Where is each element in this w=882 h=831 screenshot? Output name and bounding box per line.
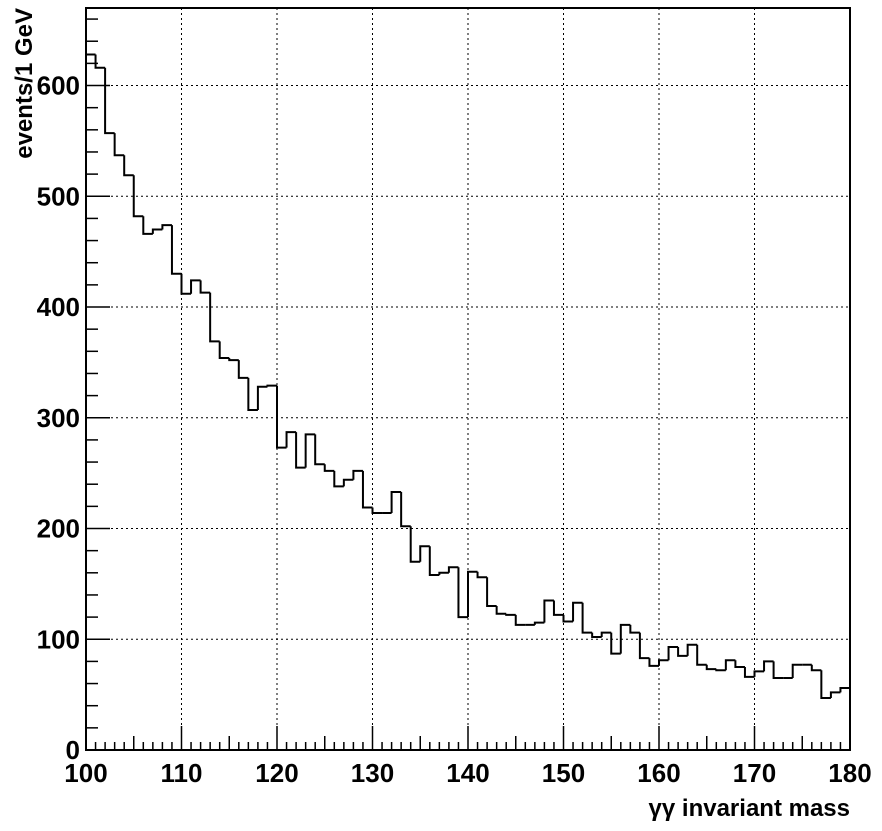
x-axis-title: γγ invariant mass — [649, 795, 850, 822]
histogram-bin — [791, 663, 803, 679]
histogram-bin — [113, 133, 125, 157]
histogram-bin — [94, 54, 106, 69]
histogram-bin — [839, 686, 850, 693]
histogram-bin — [342, 478, 354, 487]
histogram-bin — [753, 670, 765, 677]
histogram-bin — [438, 571, 449, 576]
tick-label-layer: 100 110 120 130 140 150 160 170 1800100200300400… — [37, 71, 872, 788]
histogram-bin — [600, 631, 612, 638]
histogram-bin — [371, 507, 383, 515]
grid-layer — [86, 8, 850, 750]
histogram-bin — [199, 280, 211, 294]
y-tick-label: 100 — [37, 624, 80, 654]
histogram-bin — [170, 225, 182, 275]
histogram-bin — [514, 614, 526, 626]
histogram-bin — [572, 601, 583, 622]
histogram-bin — [658, 659, 669, 666]
histogram-bin — [142, 216, 153, 235]
histogram-bin — [677, 647, 688, 657]
histogram-bin — [400, 491, 411, 528]
x-tick-label: 150 — [542, 758, 585, 788]
histogram-bin — [132, 175, 144, 218]
histogram-bin — [314, 434, 325, 466]
histogram-bin — [638, 632, 650, 660]
histogram-bin — [295, 432, 306, 469]
tick-layer — [85, 18, 851, 751]
histogram-bin — [228, 357, 239, 362]
y-axis-title: events/1 GeV — [11, 8, 38, 159]
y-tick-label: 400 — [37, 292, 80, 322]
histogram-bin — [218, 341, 230, 359]
histogram-bin — [715, 669, 726, 672]
histogram-bin — [390, 490, 402, 514]
histogram-bin — [533, 621, 545, 625]
histogram-bin — [772, 661, 784, 680]
histogram-bin — [323, 464, 335, 472]
x-tick-label: 140 — [446, 758, 489, 788]
x-tick-label: 100 — [64, 758, 107, 788]
x-tick-label: 130 — [351, 758, 394, 788]
histogram-bin — [505, 613, 516, 616]
histogram-bin — [276, 385, 287, 449]
x-tick-label: 170 — [733, 758, 776, 788]
histogram-bin — [409, 526, 421, 563]
x-tick-label: 110 — [161, 758, 203, 788]
histogram-bin — [419, 545, 430, 562]
histogram-bin — [333, 470, 344, 488]
histogram-bin — [467, 570, 478, 618]
histogram-bin — [705, 664, 717, 671]
histogram-bin — [161, 224, 172, 230]
y-tick-label: 0 — [66, 735, 80, 765]
histogram-bin — [610, 632, 621, 655]
histogram-bin — [237, 360, 249, 379]
histogram-bin — [820, 670, 831, 699]
y-tick-label: 500 — [37, 181, 80, 211]
histogram-bin — [352, 469, 363, 480]
histogram-bin — [476, 571, 488, 579]
histogram-bin — [696, 644, 707, 666]
histogram-bin — [190, 279, 201, 294]
histogram-bin — [123, 155, 134, 177]
histogram-bin — [686, 643, 698, 656]
histogram-bin — [591, 632, 602, 639]
histogram-bin — [457, 567, 468, 619]
histogram-bin — [734, 660, 745, 668]
histogram-bin — [247, 377, 258, 412]
y-tick-label: 300 — [37, 403, 80, 433]
histogram-bin — [104, 67, 115, 135]
y-tick-label: 200 — [37, 514, 80, 544]
histogram-bin — [447, 566, 459, 573]
histogram-bin — [304, 433, 316, 468]
histogram-bin — [667, 646, 679, 661]
histogram-bin — [428, 546, 440, 577]
histogram-bin — [581, 602, 593, 634]
x-tick-label: 120 — [255, 758, 298, 788]
histogram-bin — [552, 600, 564, 616]
histogram-bin — [562, 614, 574, 623]
histogram-bin — [151, 228, 163, 234]
histogram-layer — [86, 53, 850, 699]
y-tick-label: 600 — [37, 71, 80, 101]
histogram-bin — [486, 577, 497, 608]
histogram-bin — [629, 624, 640, 634]
histogram-bin — [361, 470, 373, 509]
histogram-bin — [724, 659, 736, 671]
histogram-bin — [266, 384, 277, 387]
histogram-bin — [256, 385, 268, 411]
x-tick-label: 160 — [637, 758, 680, 788]
histogram-bin — [743, 666, 755, 678]
histogram-bin — [829, 691, 841, 698]
histogram-bin — [495, 606, 507, 615]
histogram-bin — [180, 273, 192, 295]
histogram-bin — [285, 431, 297, 448]
x-tick-label: 180 — [828, 758, 871, 788]
histogram-bin — [543, 599, 554, 623]
histogram-bin — [209, 292, 220, 343]
histogram-bin — [648, 658, 659, 667]
histogram-bin — [763, 660, 774, 672]
histogram-bin — [619, 623, 631, 654]
histogram-bin — [810, 664, 822, 672]
